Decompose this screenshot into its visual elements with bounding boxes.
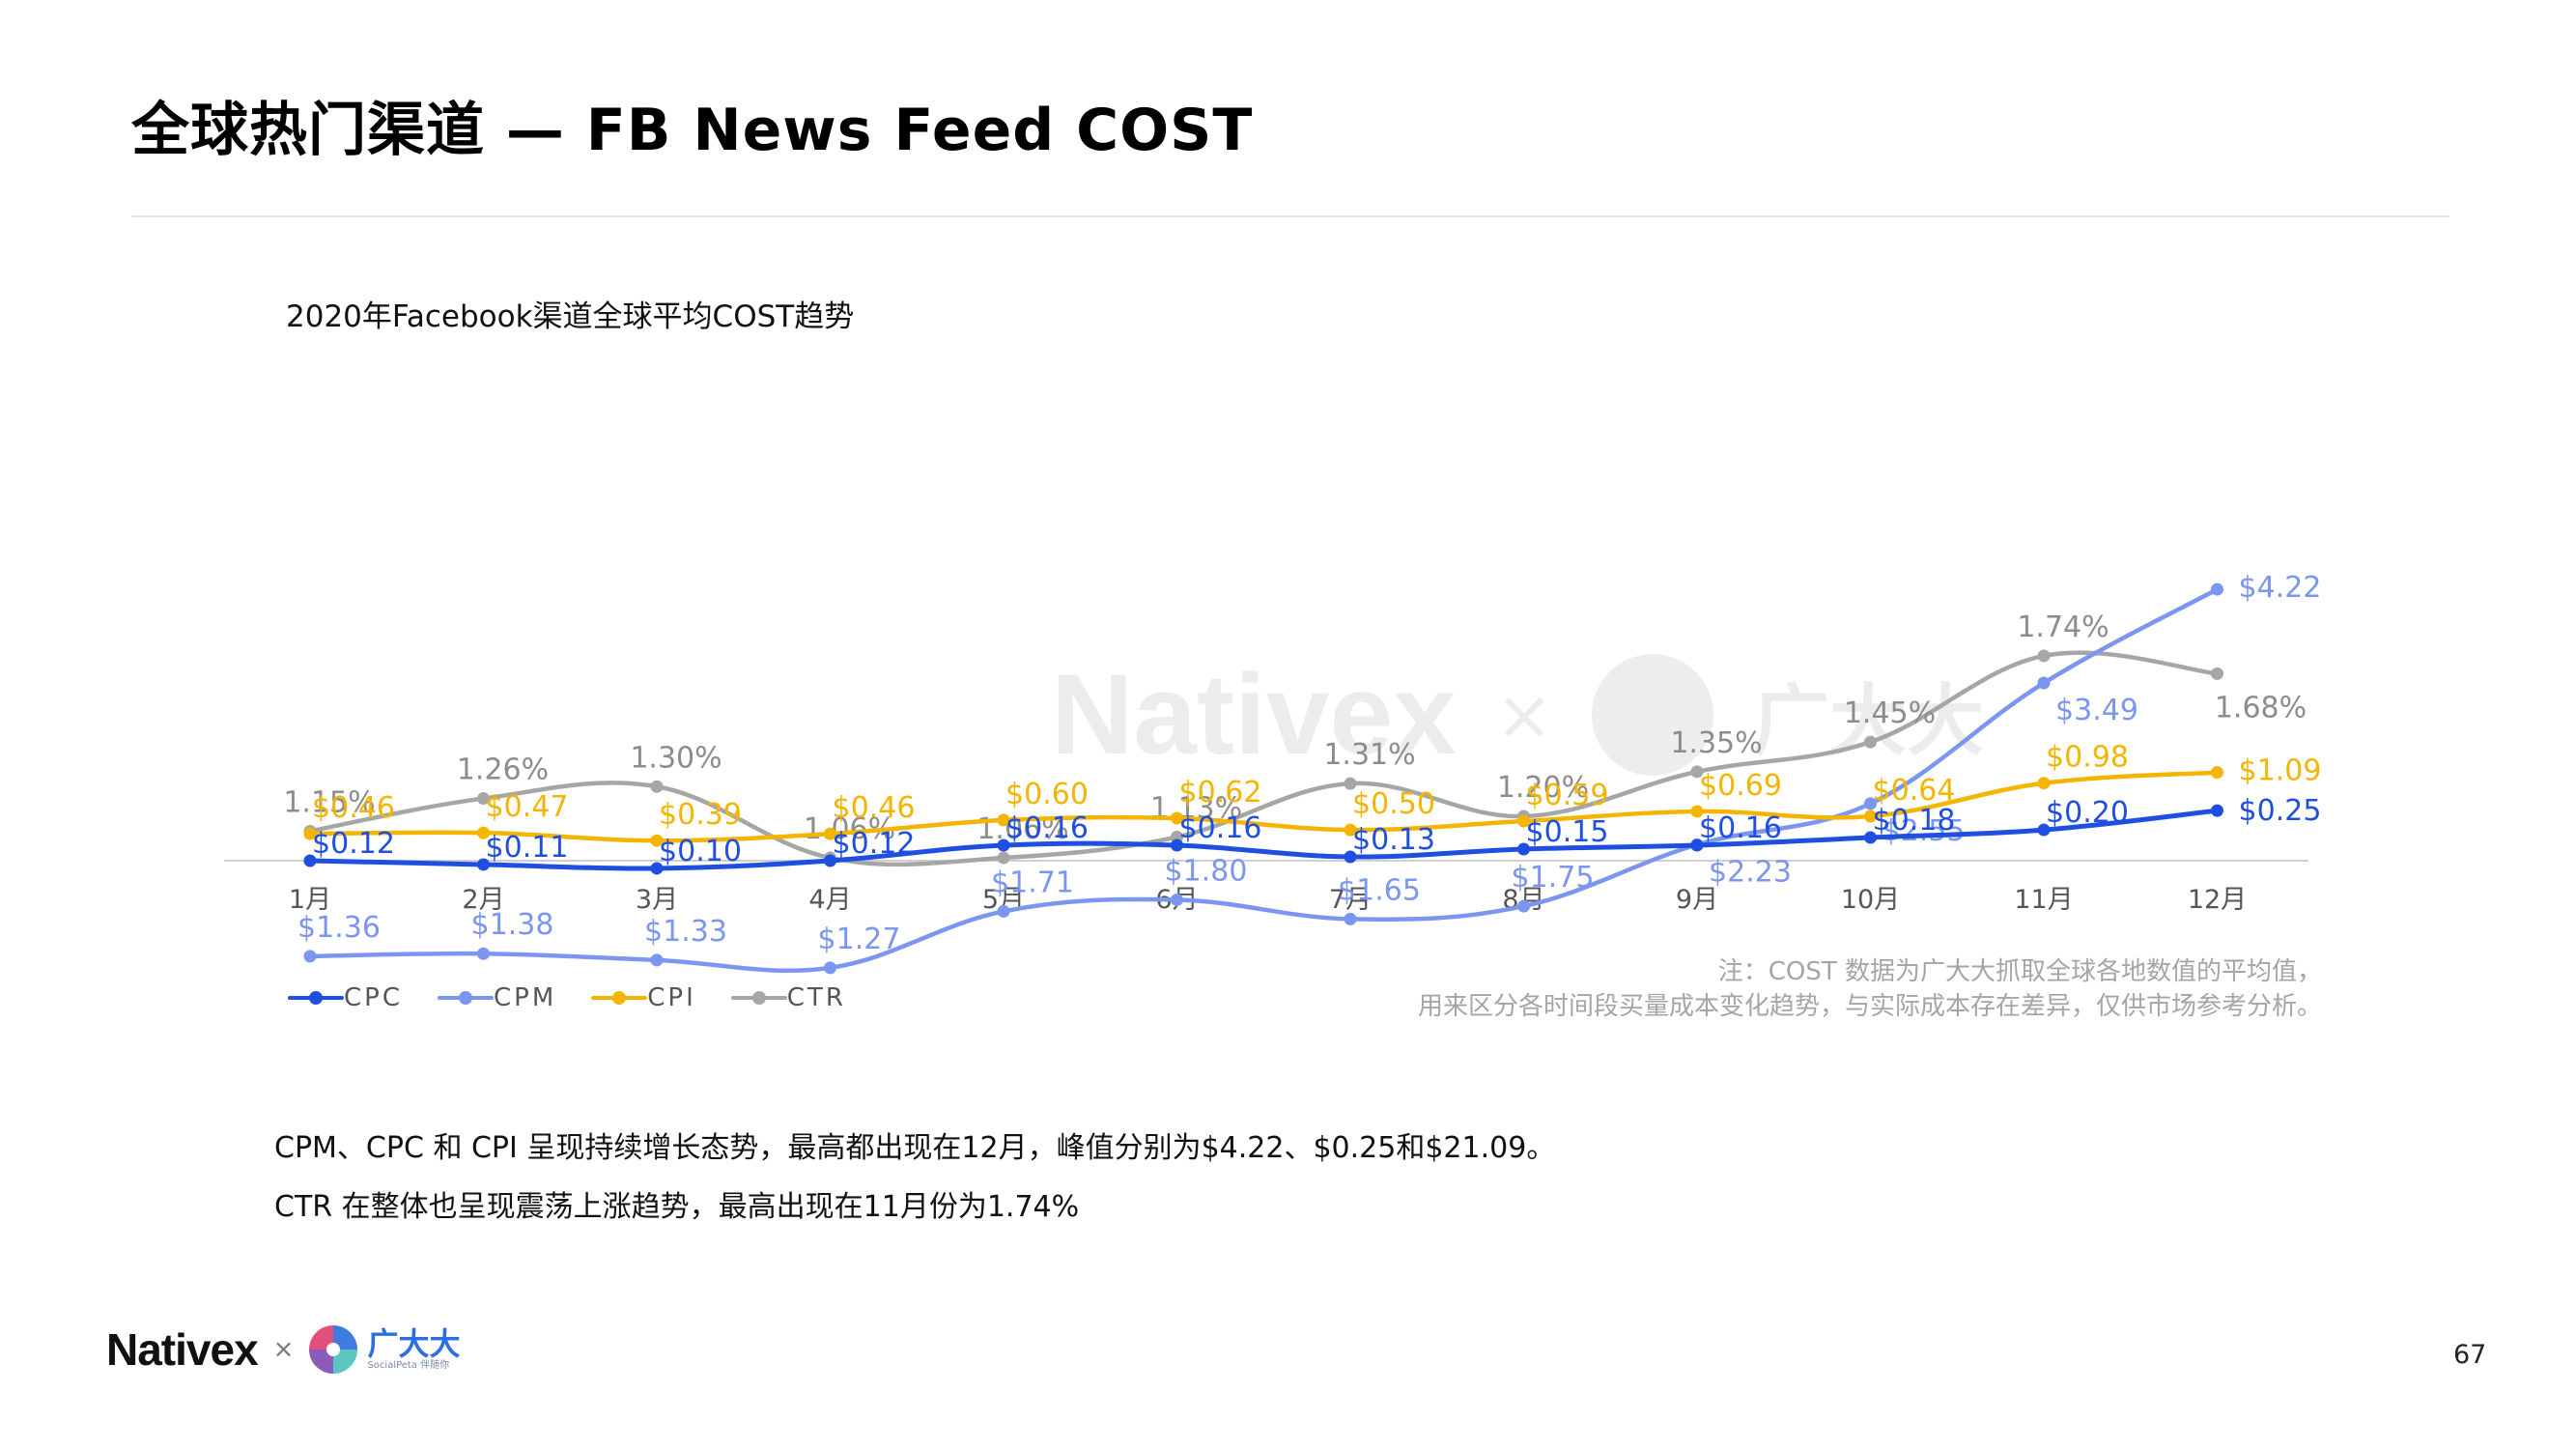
legend-label-ctr: CTR (787, 983, 846, 1012)
data-label-cpm: $1.33 (644, 915, 727, 949)
legend-swatch-ctr (731, 994, 787, 1002)
data-label-ctr: 1.45% (1844, 696, 1936, 730)
data-point-ctr[interactable] (998, 852, 1010, 865)
data-label-cpi: $0.60 (1005, 778, 1089, 811)
summary-line-2: CTR 在整体也呈现震荡上涨趋势，最高出现在11月份为1.74% (274, 1178, 1555, 1236)
x-tick-label: 10月 (1841, 885, 1900, 915)
data-label-cpi: $0.59 (1526, 779, 1609, 812)
data-label-cpm: $1.80 (1165, 854, 1248, 888)
legend-item-cpm[interactable]: CPM (438, 983, 556, 1012)
legend-dot-cpc (309, 991, 323, 1005)
data-label-cpi: $0.50 (1352, 787, 1435, 821)
brand-cross: × (273, 1335, 295, 1364)
nativex-logo: Nativex (106, 1323, 258, 1376)
chart-legend: CPC CPM CPI CTR (288, 983, 846, 1012)
data-point-cpm[interactable] (477, 948, 490, 960)
data-label-cpc: $0.16 (1179, 811, 1262, 845)
page-number: 67 (2453, 1340, 2486, 1370)
data-label-cpi: $0.64 (1873, 774, 1956, 808)
data-label-cpc: $0.12 (312, 827, 395, 861)
footer-brand: Nativex × 广大大 SocialPeta 伴随你 (106, 1323, 460, 1376)
data-label-cpc: $0.16 (1699, 811, 1782, 845)
data-label-cpc: $0.18 (1873, 804, 1956, 838)
data-point-cpm[interactable] (2211, 583, 2223, 596)
data-label-cpm: $1.75 (1512, 861, 1595, 895)
data-label-cpm: $3.49 (2055, 694, 2138, 727)
data-point-cpm[interactable] (2038, 677, 2051, 690)
data-point-ctr[interactable] (2211, 668, 2223, 680)
data-label-ctr: 1.31% (1323, 738, 1415, 772)
data-label-cpm: $1.27 (818, 923, 901, 956)
data-point-ctr[interactable] (1864, 736, 1877, 749)
data-label-ctr: 1.30% (630, 741, 722, 775)
data-label-cpm: $2.23 (1709, 855, 1792, 889)
data-point-cpi[interactable] (2038, 777, 2051, 789)
data-label-cpm: $1.36 (297, 911, 381, 945)
legend-label-cpi: CPI (647, 983, 696, 1012)
data-label-cpc: $0.15 (1526, 815, 1609, 849)
data-label-cpi: $1.09 (2239, 754, 2322, 788)
data-point-cpc[interactable] (2211, 805, 2223, 817)
data-label-cpm: $4.22 (2239, 571, 2322, 605)
data-point-cpi[interactable] (2211, 766, 2223, 779)
data-label-cpm: $1.38 (471, 908, 554, 942)
brand-b-wrap: 广大大 SocialPeta 伴随你 (367, 1327, 460, 1372)
footnote-line-1: 注：COST 数据为广大大抓取全球各地数值的平均值， (1418, 954, 2322, 989)
data-label-cpi: $0.39 (659, 798, 742, 832)
data-label-cpi: $0.46 (833, 791, 916, 825)
footnote-line-2: 用来区分各时间段买量成本变化趋势，与实际成本存在差异，仅供市场参考分析。 (1418, 989, 2322, 1024)
data-label-cpc: $0.12 (833, 827, 916, 861)
data-label-ctr: 1.74% (2017, 611, 2109, 644)
data-label-cpc: $0.13 (1352, 823, 1435, 857)
legend-label-cpm: CPM (494, 983, 556, 1012)
brand-b-subtitle: SocialPeta 伴随你 (367, 1360, 460, 1372)
legend-item-cpi[interactable]: CPI (591, 983, 696, 1012)
data-label-cpc: $0.10 (659, 835, 742, 868)
x-tick-label: 11月 (2014, 885, 2073, 915)
data-point-cpm[interactable] (304, 950, 317, 962)
x-tick-label: 12月 (2188, 885, 2247, 915)
data-label-ctr: 1.35% (1670, 726, 1762, 760)
data-label-cpi: $0.46 (312, 791, 395, 825)
data-point-cpm[interactable] (1517, 900, 1530, 913)
legend-swatch-cpi (591, 994, 647, 1002)
data-label-cpc: $0.20 (2046, 796, 2129, 830)
data-point-cpm[interactable] (651, 953, 664, 966)
summary-text: CPM、CPC 和 CPI 呈现持续增长态势，最高都出现在12月，峰值分别为$4… (274, 1119, 1555, 1236)
data-label-ctr: 1.26% (457, 753, 549, 787)
x-tick-label: 4月 (808, 885, 851, 915)
legend-dot-cpm (459, 991, 472, 1005)
data-point-ctr[interactable] (651, 781, 664, 793)
legend-item-cpc[interactable]: CPC (288, 983, 403, 1012)
data-label-cpi: $0.69 (1699, 769, 1782, 803)
data-label-ctr: 1.68% (2215, 691, 2307, 724)
data-label-cpc: $0.11 (486, 831, 569, 865)
legend-dot-cpi (612, 991, 626, 1005)
data-label-cpc: $0.25 (2239, 794, 2322, 828)
data-label-cpm: $1.65 (1338, 873, 1421, 907)
summary-line-1: CPM、CPC 和 CPI 呈现持续增长态势，最高都出现在12月，峰值分别为$4… (274, 1119, 1555, 1178)
data-label-cpc: $0.16 (1005, 811, 1089, 845)
data-point-ctr[interactable] (2038, 649, 2051, 662)
socialpeta-logo-icon (307, 1323, 359, 1376)
data-point-cpm[interactable] (824, 961, 836, 974)
brand-b-name: 广大大 (367, 1327, 460, 1360)
legend-label-cpc: CPC (344, 983, 403, 1012)
data-label-cpi: $0.98 (2046, 741, 2129, 775)
data-point-cpm[interactable] (1345, 913, 1357, 925)
chart-footnote: 注：COST 数据为广大大抓取全球各地数值的平均值， 用来区分各时间段买量成本变… (1418, 954, 2322, 1024)
data-point-cpm[interactable] (998, 905, 1010, 918)
data-label-cpm: $1.71 (991, 866, 1074, 899)
data-label-cpi: $0.62 (1179, 776, 1262, 810)
data-label-cpi: $0.47 (486, 790, 569, 824)
legend-swatch-cpm (438, 994, 494, 1002)
legend-item-ctr[interactable]: CTR (731, 983, 846, 1012)
data-point-cpm[interactable] (1171, 894, 1183, 906)
x-tick-label: 9月 (1676, 885, 1718, 915)
legend-dot-ctr (752, 991, 766, 1005)
x-tick-label: 3月 (636, 885, 678, 915)
legend-swatch-cpc (288, 994, 344, 1002)
